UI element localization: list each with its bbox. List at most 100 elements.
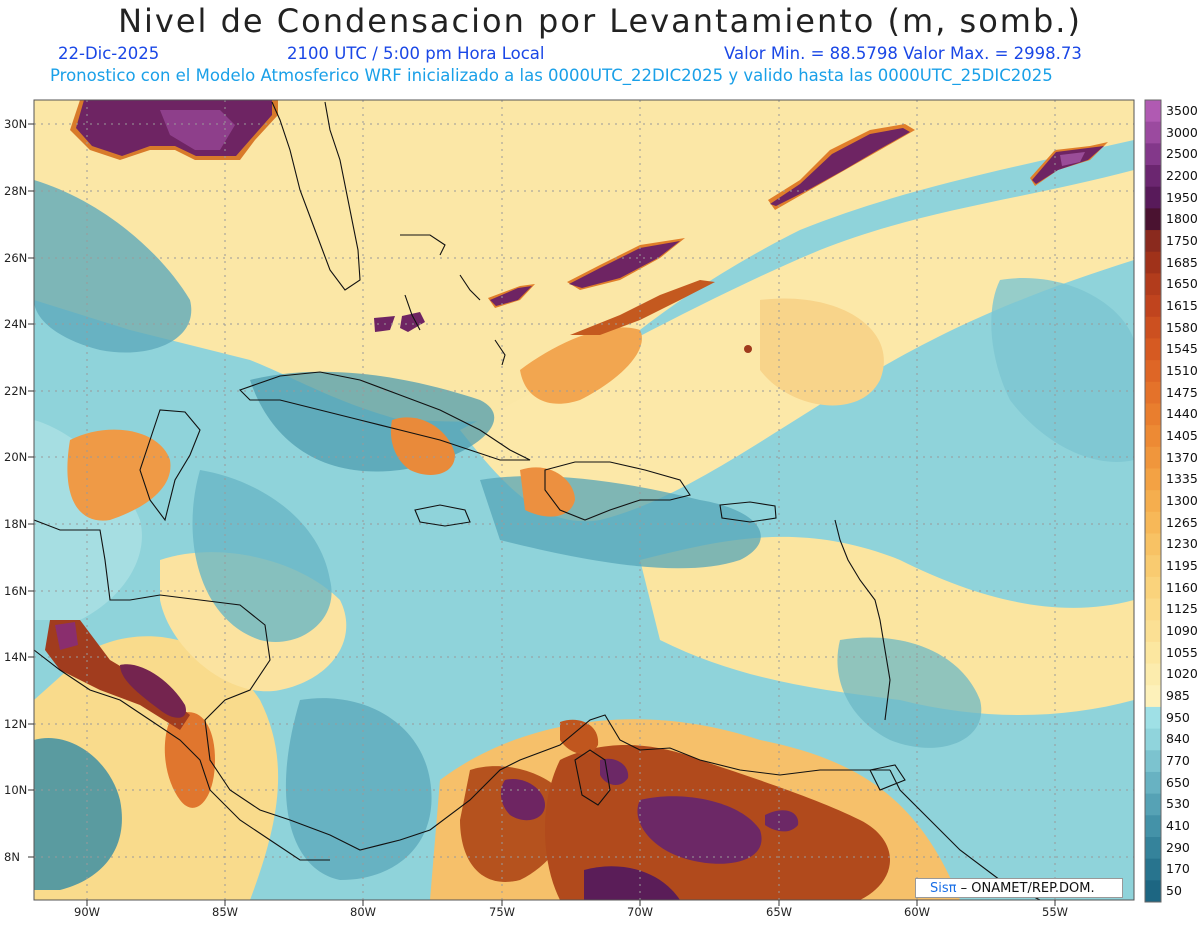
colorbar-swatch	[1145, 100, 1161, 123]
colorbar-swatch	[1145, 425, 1161, 448]
credit-box: Sisπ – ONAMET/REP.DOM.	[915, 878, 1123, 898]
lat-label: 12N	[4, 717, 28, 731]
credit-org: – ONAMET/REP.DOM.	[956, 881, 1095, 896]
colorbar-swatch	[1145, 295, 1161, 318]
colorbar-label: 985	[1166, 688, 1190, 704]
colorbar-label: 410	[1166, 818, 1190, 834]
colorbar-label: 530	[1166, 796, 1190, 812]
forecast-time: 2100 UTC / 5:00 pm Hora Local	[287, 44, 545, 63]
colorbar-swatch	[1145, 446, 1161, 469]
lat-label: 18N	[4, 517, 28, 531]
colorbar-swatch	[1145, 143, 1161, 166]
colorbar-label: 1090	[1166, 623, 1198, 639]
colorbar-swatch	[1145, 208, 1161, 231]
sispi-logo-text: Sisπ	[930, 881, 957, 896]
colorbar-label: 770	[1166, 753, 1190, 769]
lat-label: 30N	[4, 117, 28, 131]
colorbar-swatch	[1145, 251, 1161, 274]
lat-label: 16N	[4, 584, 28, 598]
colorbar-swatch	[1145, 771, 1161, 795]
lon-label: 75W	[489, 905, 516, 919]
lat-label: 28N	[4, 184, 28, 198]
lat-label: 8N	[4, 850, 20, 864]
colorbar-label: 1300	[1166, 493, 1198, 508]
colorbar-label: 2200	[1166, 167, 1198, 183]
colorbar-swatch	[1145, 620, 1161, 643]
colorbar-swatch	[1145, 533, 1161, 556]
colorbar-swatch	[1145, 381, 1161, 404]
colorbar-label: 1950	[1166, 189, 1198, 205]
colorbar-label: 1440	[1166, 406, 1198, 422]
colorbar-swatch	[1145, 273, 1161, 296]
colorbar-swatch	[1145, 728, 1161, 751]
colorbar-label: 1750	[1166, 232, 1198, 248]
lon-label: 65W	[766, 905, 793, 919]
map-frame	[33, 99, 1135, 901]
colorbar-label: 1020	[1166, 666, 1198, 682]
colorbar-label: 1545	[1166, 341, 1198, 357]
colorbar-swatch	[1145, 598, 1161, 621]
colorbar-label: 1370	[1166, 449, 1198, 465]
colorbar-swatch	[1145, 880, 1161, 903]
colorbar-label: 290	[1166, 839, 1190, 855]
colorbar-swatch	[1145, 468, 1161, 491]
lcl-field	[34, 100, 1134, 900]
colorbar-swatch	[1145, 663, 1161, 686]
colorbar-swatch	[1145, 403, 1161, 426]
colorbar-label: 1230	[1166, 536, 1198, 552]
colorbar-swatch	[1145, 706, 1161, 730]
colorbar-label: 50	[1166, 883, 1182, 899]
colorbar-label: 1685	[1166, 254, 1198, 270]
colorbar-label: 650	[1166, 774, 1190, 790]
colorbar-label: 1615	[1166, 297, 1198, 313]
colorbar-swatch	[1145, 338, 1161, 361]
colorbar-swatch	[1145, 793, 1161, 816]
colorbar-label: 840	[1166, 731, 1190, 747]
colorbar-label: 170	[1166, 861, 1190, 877]
colorbar-swatch	[1145, 186, 1161, 209]
lat-label: 22N	[4, 384, 28, 398]
colorbar-swatch	[1145, 490, 1161, 513]
colorbar-swatch	[1145, 685, 1161, 708]
colorbar-label: 3000	[1166, 124, 1198, 140]
colorbar-label: 1510	[1166, 362, 1198, 378]
lon-label: 85W	[212, 905, 239, 919]
lon-label: 70W	[627, 905, 654, 919]
lat-label: 10N	[4, 783, 28, 797]
colorbar-swatch	[1145, 165, 1161, 188]
colorbar-label: 3500	[1166, 102, 1198, 118]
min-max-values: Valor Min. = 88.5798 Valor Max. = 2998.7…	[724, 44, 1082, 63]
colorbar-label: 1335	[1166, 471, 1198, 487]
lon-label: 60W	[904, 905, 931, 919]
colorbar-swatch	[1145, 360, 1161, 383]
colorbar-swatch	[1145, 858, 1161, 881]
colorbar-frame	[1144, 99, 1162, 903]
colorbar-swatch	[1145, 576, 1161, 600]
lon-label: 80W	[350, 905, 377, 919]
colorbar-label: 1265	[1166, 514, 1198, 530]
lat-label: 20N	[4, 450, 28, 464]
colorbar-label: 1055	[1166, 644, 1198, 660]
colorbar-swatch	[1145, 555, 1161, 578]
forecast-date: 22-Dic-2025	[58, 44, 160, 63]
colorbar-label: 1475	[1166, 384, 1198, 400]
model-description: Pronostico con el Modelo Atmosferico WRF…	[50, 66, 1053, 85]
lon-label: 90W	[74, 905, 101, 919]
colorbar-label: 1160	[1166, 579, 1198, 595]
colorbar-swatch	[1145, 230, 1161, 253]
colorbar-label: 1800	[1166, 211, 1198, 227]
colorbar-label: 1125	[1166, 601, 1198, 617]
lon-label: 55W	[1042, 905, 1069, 919]
colorbar-label: 1405	[1166, 427, 1198, 443]
colorbar-swatch	[1145, 511, 1161, 535]
colorbar-label: 2500	[1166, 146, 1198, 162]
colorbar-swatch	[1145, 815, 1161, 838]
colorbar-swatch	[1145, 316, 1161, 339]
colorbar	[1144, 99, 1162, 903]
colorbar-swatch	[1145, 641, 1161, 665]
colorbar-swatch	[1145, 750, 1161, 773]
ticks	[28, 123, 1056, 906]
lat-label: 24N	[4, 317, 28, 331]
colorbar-label: 1650	[1166, 276, 1198, 292]
